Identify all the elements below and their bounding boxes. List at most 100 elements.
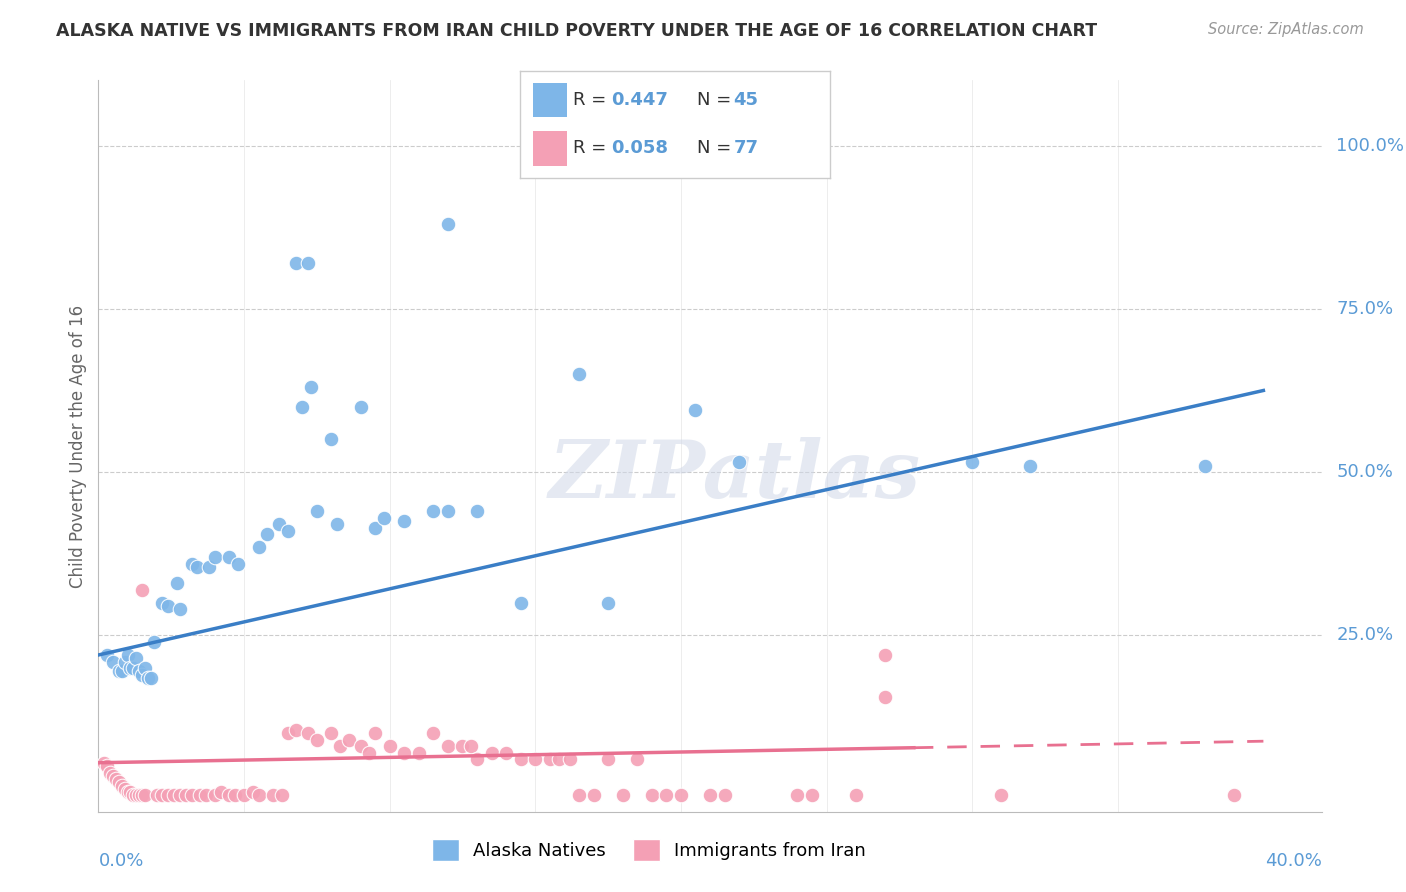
Text: 75.0%: 75.0% xyxy=(1336,300,1393,318)
Point xyxy=(242,785,264,799)
Point xyxy=(1223,789,1246,803)
Point xyxy=(524,752,547,766)
Point xyxy=(845,789,868,803)
Point xyxy=(93,756,115,770)
Point xyxy=(96,648,118,662)
Point xyxy=(218,549,240,564)
Point xyxy=(437,739,460,754)
Point xyxy=(612,789,634,803)
Text: R =: R = xyxy=(572,139,612,157)
Point xyxy=(233,789,256,803)
Point xyxy=(186,559,208,574)
Point xyxy=(641,789,664,803)
Point xyxy=(568,367,591,381)
Point xyxy=(145,789,167,803)
Point xyxy=(134,789,156,803)
FancyBboxPatch shape xyxy=(533,83,567,118)
Point xyxy=(247,540,270,554)
Point xyxy=(96,759,118,773)
FancyBboxPatch shape xyxy=(533,131,567,166)
Point xyxy=(321,433,343,447)
Point xyxy=(373,511,395,525)
Text: 0.447: 0.447 xyxy=(612,91,668,109)
Point xyxy=(990,789,1012,803)
Point xyxy=(285,723,308,737)
Point xyxy=(131,789,153,803)
Point xyxy=(117,785,139,799)
Text: N =: N = xyxy=(696,139,737,157)
Text: 25.0%: 25.0% xyxy=(1336,626,1393,644)
Point xyxy=(291,400,314,414)
Point xyxy=(125,789,148,803)
Text: 77: 77 xyxy=(734,139,759,157)
Point xyxy=(538,752,561,766)
Point xyxy=(422,726,444,740)
Point xyxy=(267,517,290,532)
Point xyxy=(465,752,488,766)
Point xyxy=(122,789,145,803)
Point xyxy=(408,746,430,760)
Text: ALASKA NATIVE VS IMMIGRANTS FROM IRAN CHILD POVERTY UNDER THE AGE OF 16 CORRELAT: ALASKA NATIVE VS IMMIGRANTS FROM IRAN CH… xyxy=(56,22,1097,40)
Text: 45: 45 xyxy=(734,91,759,109)
Point xyxy=(337,732,360,747)
Legend: Alaska Natives, Immigrants from Iran: Alaska Natives, Immigrants from Iran xyxy=(425,832,873,869)
Point xyxy=(180,789,202,803)
Point xyxy=(120,785,142,799)
Point xyxy=(277,726,299,740)
Point xyxy=(122,661,145,675)
Point xyxy=(163,789,186,803)
Point xyxy=(349,739,371,754)
Point xyxy=(142,635,165,649)
Point xyxy=(174,789,197,803)
Point xyxy=(626,752,648,766)
Point xyxy=(131,667,153,681)
Point xyxy=(596,752,619,766)
Point xyxy=(392,514,416,528)
Point xyxy=(169,789,191,803)
Point xyxy=(256,527,278,541)
Point xyxy=(277,524,299,538)
Point xyxy=(111,665,134,679)
Point xyxy=(305,732,328,747)
Point xyxy=(111,779,134,793)
Point xyxy=(98,765,121,780)
Point xyxy=(451,739,474,754)
Point xyxy=(195,789,218,803)
Point xyxy=(582,789,605,803)
Point xyxy=(120,661,142,675)
Point xyxy=(873,648,896,662)
Point xyxy=(128,789,150,803)
Point xyxy=(326,517,349,532)
Point xyxy=(699,789,721,803)
Point xyxy=(481,746,503,760)
Point xyxy=(131,582,153,597)
Point xyxy=(224,789,246,803)
Point xyxy=(101,655,124,669)
Text: R =: R = xyxy=(572,91,612,109)
Point xyxy=(359,746,381,760)
Point xyxy=(364,726,387,740)
Point xyxy=(596,596,619,610)
Point xyxy=(509,752,531,766)
Point xyxy=(568,789,591,803)
Point xyxy=(321,726,343,740)
Point xyxy=(437,217,460,231)
Point xyxy=(204,549,226,564)
Point xyxy=(297,726,319,740)
Point xyxy=(786,789,808,803)
Point xyxy=(104,772,127,786)
Point xyxy=(1019,458,1042,473)
Point xyxy=(101,769,124,783)
Point xyxy=(378,739,401,754)
Y-axis label: Child Poverty Under the Age of 16: Child Poverty Under the Age of 16 xyxy=(69,304,87,588)
Point xyxy=(285,256,308,270)
Point xyxy=(297,256,319,270)
Point xyxy=(1194,458,1216,473)
Point xyxy=(136,671,159,685)
Text: ZIPatlas: ZIPatlas xyxy=(548,436,921,514)
Point xyxy=(305,504,328,518)
Point xyxy=(218,789,240,803)
Point xyxy=(134,661,156,675)
Point xyxy=(108,665,131,679)
Text: N =: N = xyxy=(696,91,737,109)
